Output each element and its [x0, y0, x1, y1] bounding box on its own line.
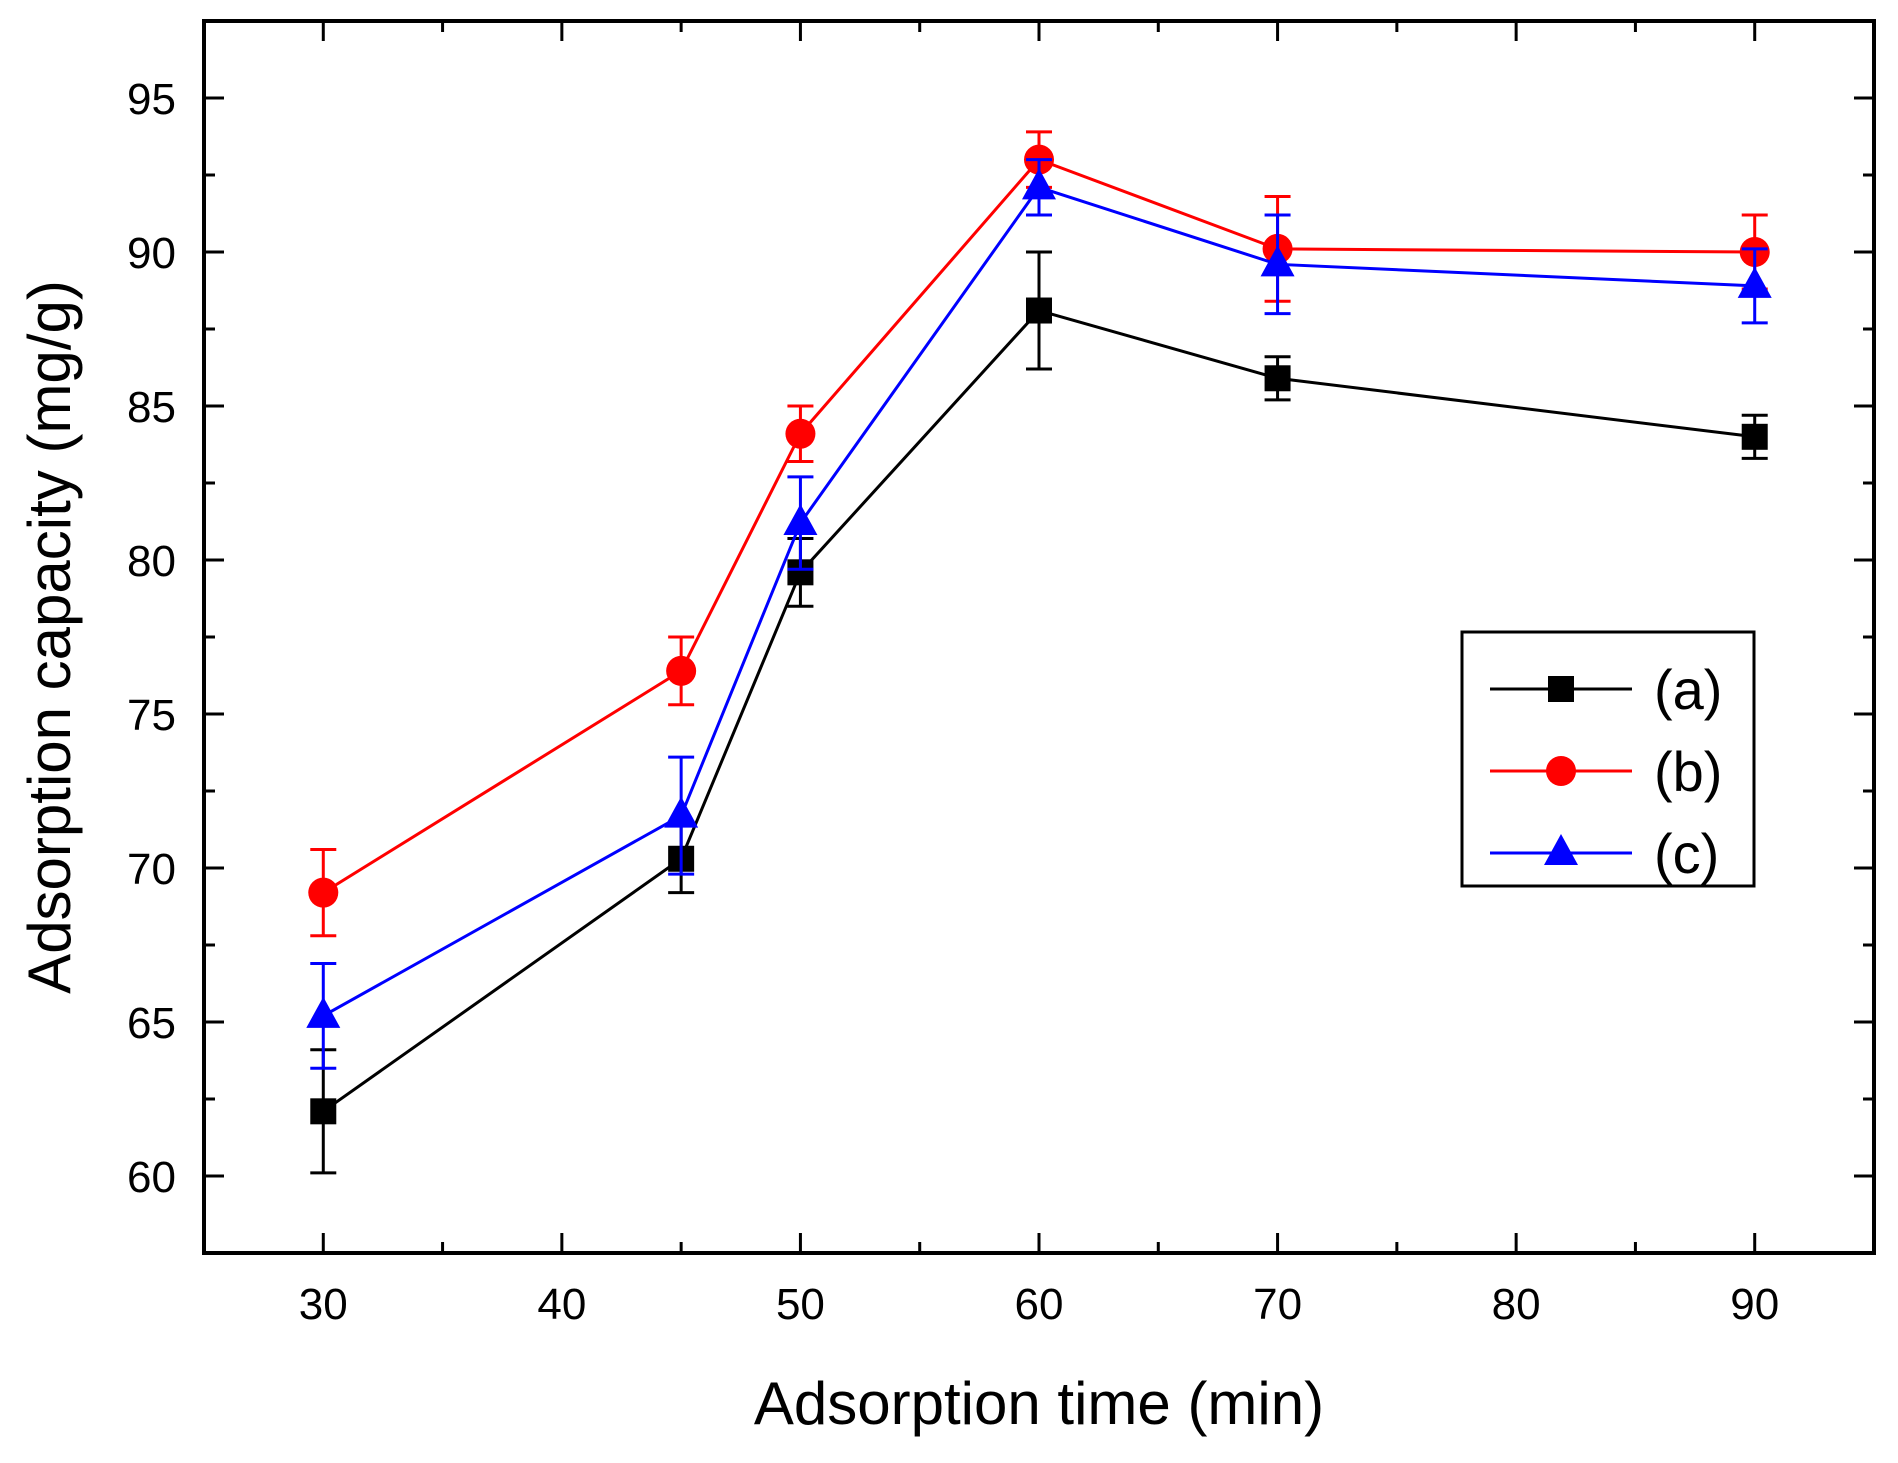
legend-label: (a) [1654, 658, 1722, 721]
x-tick-label: 40 [537, 1280, 586, 1329]
y-tick-label: 95 [127, 75, 176, 124]
legend-box [1460, 630, 1756, 888]
x-tick-label: 30 [299, 1280, 348, 1329]
legend-marker [1544, 834, 1578, 865]
x-tick-label: 60 [1015, 1280, 1064, 1329]
data-point-c [1022, 168, 1056, 200]
series-line-c [322, 185, 1755, 1018]
data-point-a [1741, 423, 1768, 450]
axis-tick-labels: 30 40 50 60 70 80 90 60 65 70 75 80 85 90 95 [127, 75, 1779, 1329]
legend-item-a: (a) [1490, 658, 1722, 721]
y-tick-label: 75 [127, 691, 176, 740]
series-line-b [322, 157, 1755, 894]
legend-item-b: (b) [1490, 740, 1722, 803]
legend: (a) (b) (c) [1460, 630, 1756, 888]
legend-marker [1546, 756, 1576, 786]
data-point-a [1026, 297, 1052, 324]
plot-area [306, 130, 1772, 1175]
data-point-a [310, 1098, 337, 1125]
x-tick-label: 80 [1492, 1280, 1541, 1329]
series-c [306, 158, 1772, 1070]
legend-items: (a) (b) (c) [1490, 658, 1722, 885]
legend-label: (c) [1654, 822, 1719, 885]
y-tick-label: 80 [127, 537, 176, 586]
data-point-b [785, 418, 816, 449]
y-tick-label: 70 [127, 845, 176, 894]
y-tick-label: 90 [127, 229, 176, 278]
data-point-c [1737, 266, 1772, 298]
legend-label: (b) [1654, 740, 1722, 803]
x-tick-label: 70 [1253, 1280, 1302, 1329]
x-tick-label: 50 [776, 1280, 825, 1329]
series-a [310, 250, 1768, 1175]
series-line-a [322, 308, 1755, 1113]
x-axis-title: Adsorption time (min) [754, 1370, 1324, 1437]
data-point-b [666, 655, 697, 686]
data-point-c [306, 996, 341, 1028]
data-point-c [664, 796, 699, 828]
y-tick-label: 85 [127, 383, 176, 432]
data-point-c [783, 504, 818, 536]
y-axis-title: Adsorption capacity (mg/g) [16, 280, 83, 994]
legend-item-c: (c) [1490, 822, 1719, 885]
y-tick-label: 65 [127, 999, 176, 1048]
data-point-a [1264, 365, 1291, 392]
plot-frame [202, 19, 1876, 1255]
data-point-b [308, 877, 339, 908]
y-tick-label: 60 [127, 1153, 176, 1202]
legend-marker [1548, 676, 1574, 702]
data-point-c [1260, 245, 1295, 277]
x-tick-label: 90 [1730, 1280, 1779, 1329]
